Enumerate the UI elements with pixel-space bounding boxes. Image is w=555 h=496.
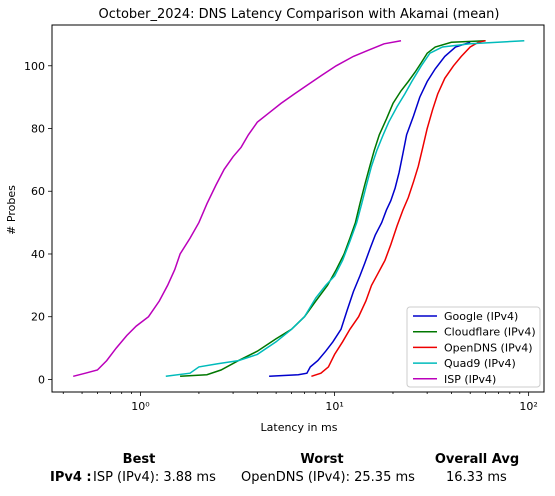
- series-line-4: [73, 39, 402, 378]
- worst-value: OpenDNS (IPv4): 25.35 ms: [241, 470, 415, 485]
- overall-avg-value: 16.33 ms: [446, 470, 507, 485]
- y-tick-label: 80: [31, 123, 45, 136]
- y-tick-label: 60: [31, 185, 45, 198]
- y-axis-ticks: 0 20 40 60 80 100: [24, 60, 52, 386]
- legend-label-4: ISP (IPv4): [444, 373, 496, 386]
- x-tick-label: 10¹: [325, 400, 343, 413]
- overall-avg-header: Overall Avg: [434, 452, 520, 467]
- legend-label-3: Quad9 (IPv4): [444, 357, 516, 370]
- legend-label-1: Cloudflare (IPv4): [444, 326, 536, 339]
- legend-label-0: Google (IPv4): [444, 310, 518, 323]
- y-tick-label: 20: [31, 311, 45, 324]
- y-tick-label: 40: [31, 248, 45, 261]
- x-axis-label: Latency in ms: [261, 421, 338, 434]
- series-line-0: [269, 41, 471, 378]
- series-lines: [73, 39, 525, 378]
- best-header: Best: [122, 452, 156, 467]
- y-axis-label: # Probes: [5, 185, 18, 235]
- x-tick-label: 10²: [519, 400, 537, 413]
- best-value: ISP (IPv4): 3.88 ms: [93, 470, 216, 485]
- worst-header: Worst: [300, 452, 344, 467]
- y-tick-label: 0: [38, 373, 45, 386]
- x-axis-ticks: 10⁰ 10¹ 10²: [62, 392, 538, 413]
- series-line-3: [165, 39, 525, 378]
- plot-frame: [51, 24, 545, 393]
- latency-chart: October_2024: DNS Latency Comparison wit…: [5, 7, 545, 434]
- x-tick-label: 10⁰: [131, 400, 150, 413]
- ipv4-row-label: IPv4 :: [50, 470, 92, 485]
- chart-title: October_2024: DNS Latency Comparison wit…: [99, 7, 500, 22]
- series-line-2: [311, 39, 486, 378]
- legend: Google (IPv4) Cloudflare (IPv4) OpenDNS (I…: [406, 306, 541, 388]
- legend-label-2: OpenDNS (IPv4): [444, 341, 533, 354]
- legend-frame: [406, 306, 541, 388]
- series-line-1: [180, 39, 486, 378]
- summary-table: Best Worst Overall Avg IPv4 : ISP (IPv4)…: [0, 450, 555, 496]
- y-tick-label: 100: [24, 60, 45, 73]
